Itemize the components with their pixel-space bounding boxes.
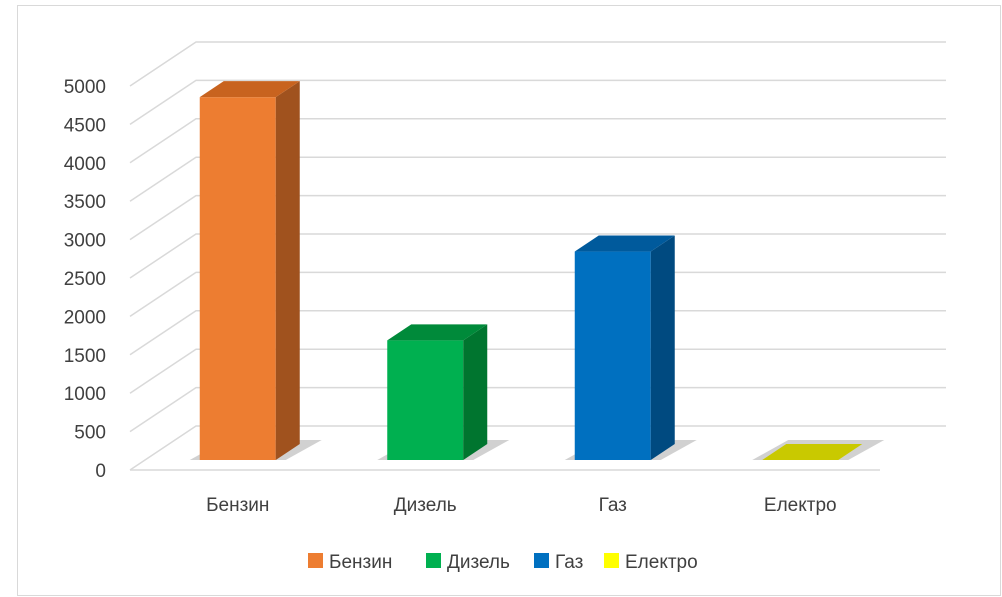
y-axis-ticks: 0 500 1000 1500 2000 2500 3000 3500 4000 4500 5000 — [64, 77, 106, 482]
bar-1 — [189, 81, 322, 460]
gridline — [129, 425, 946, 471]
bar-side — [463, 324, 488, 460]
bar-front — [387, 340, 464, 460]
legend-label: Бензин — [329, 552, 392, 573]
y-tick-label: 4500 — [64, 115, 106, 136]
y-tick-label: 3000 — [64, 231, 106, 252]
bar-top — [762, 444, 863, 460]
x-category-label: Дизель — [394, 495, 457, 516]
x-category-label: Газ — [599, 495, 627, 516]
legend-label: Електро — [625, 552, 698, 573]
y-tick-label: 1500 — [64, 346, 106, 367]
bar-front — [574, 251, 651, 460]
gridlines — [129, 41, 946, 471]
legend-swatch — [308, 553, 323, 568]
bar-2 — [377, 324, 510, 460]
gridline — [129, 348, 946, 394]
x-category-label: Бензин — [206, 495, 269, 516]
legend-label: Дизель — [447, 552, 510, 573]
gridline — [129, 386, 946, 433]
gridline — [129, 79, 946, 126]
bars — [189, 81, 885, 460]
bar-4 — [752, 440, 885, 460]
y-tick-label: 2000 — [64, 307, 106, 328]
gridline — [129, 271, 946, 318]
bar-top — [574, 235, 675, 252]
gridline — [129, 41, 946, 87]
bar-3 — [564, 235, 697, 460]
bar-front — [199, 97, 276, 460]
y-tick-label: 3500 — [64, 192, 106, 213]
gridline — [129, 310, 946, 356]
legend-item: Електро — [604, 552, 698, 573]
bar-top — [387, 324, 488, 341]
y-tick-label: 0 — [95, 461, 106, 482]
gridline — [129, 233, 946, 279]
bar-top — [199, 81, 300, 98]
chart-area — [17, 5, 1001, 596]
legend-swatch — [604, 553, 619, 568]
y-tick-label: 4000 — [64, 154, 106, 175]
y-tick-label: 2500 — [64, 269, 106, 290]
legend-swatch — [426, 553, 441, 568]
y-tick-label: 5000 — [64, 77, 106, 98]
x-category-label: Електро — [764, 495, 837, 516]
y-tick-label: 500 — [74, 423, 106, 444]
legend-swatch — [534, 553, 549, 568]
y-tick-label: 1000 — [64, 384, 106, 405]
legend: Бензин Дизель Газ Електро — [308, 552, 698, 573]
legend-item: Газ — [534, 552, 583, 573]
x-axis-categories: Бензин Дизель Газ Електро — [206, 495, 837, 516]
bar-side — [275, 81, 300, 460]
gridline — [129, 156, 946, 202]
bar-side — [650, 235, 675, 460]
legend-label: Газ — [555, 552, 583, 573]
legend-item: Дизель — [426, 552, 510, 573]
legend-item: Бензин — [308, 552, 392, 573]
gridline — [129, 118, 946, 164]
gridline — [129, 194, 946, 241]
